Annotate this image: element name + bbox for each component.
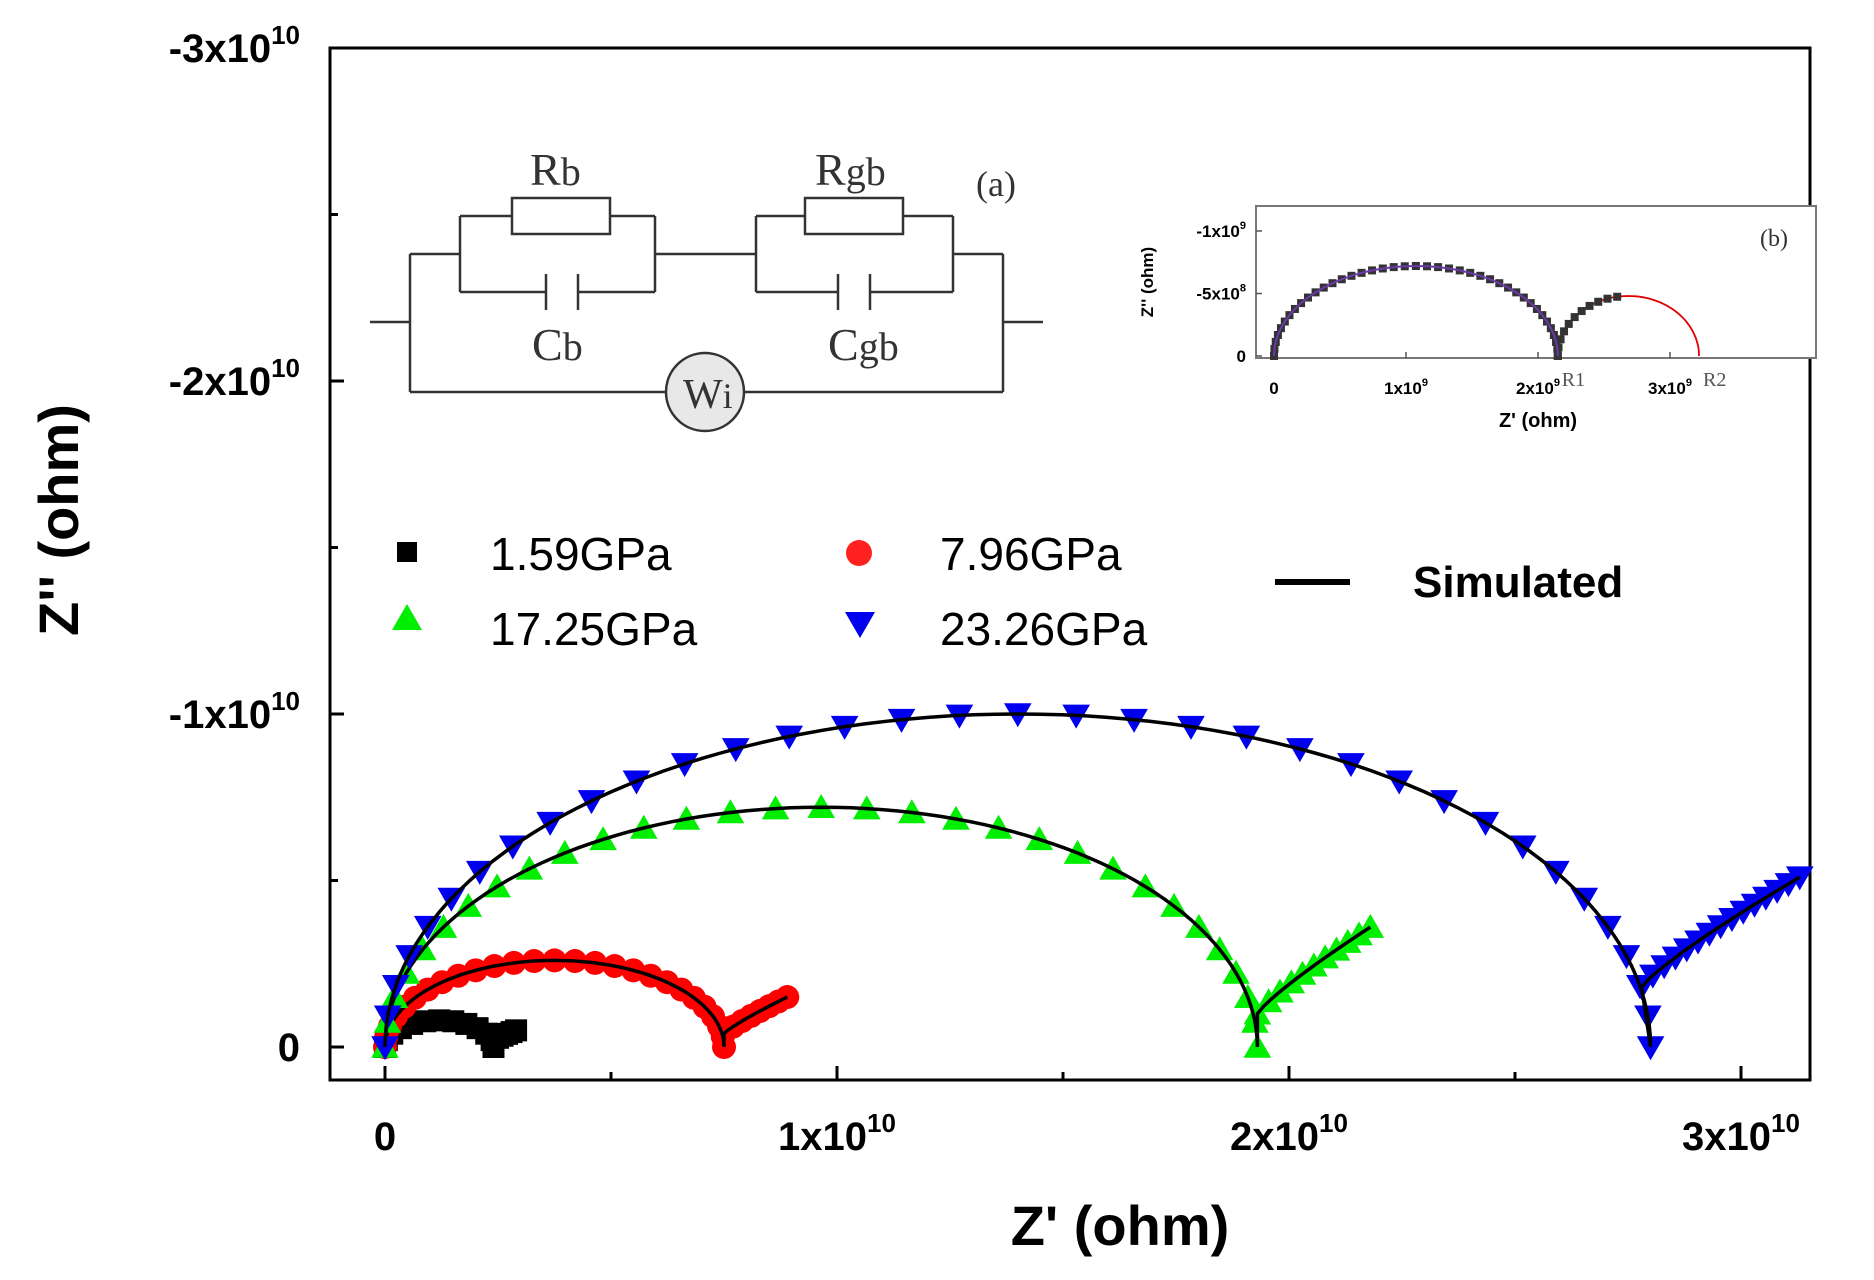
label-c-bulk: Cb: [532, 319, 583, 370]
inset-panel-label: (b): [1760, 226, 1788, 252]
y-tick-label: -1x1010: [169, 686, 300, 737]
legend-marker-circle: [846, 540, 872, 566]
inset-data-point: [1594, 297, 1603, 306]
inset-y-axis-title: Z'' (ohm): [1138, 247, 1157, 317]
legend-marker-triangle-up: [392, 604, 422, 630]
inset-data-point: [1613, 292, 1622, 301]
y-tick-label: 0: [278, 1026, 300, 1070]
legend-label-simulated: Simulated: [1413, 558, 1623, 607]
x-axis-title: Z' (ohm): [1011, 1194, 1230, 1257]
resistor-grain-boundary: [803, 196, 905, 236]
main-series-layer: [371, 703, 1814, 1061]
x-tick-label: 3x1010: [1682, 1108, 1800, 1159]
legend-label-1-59: 1.59GPa: [490, 528, 672, 580]
series-17.25GPa: [371, 794, 1385, 1058]
inset-x-axis-title: Z' (ohm): [1499, 410, 1577, 432]
main-plot-frame: [328, 46, 1812, 1082]
series-23.26GPa: [371, 703, 1814, 1061]
inset-data-point: [1570, 313, 1579, 322]
main-axis-ticks: 0 1x1010 2x1010 3x1010 0 -1x1010 -2x1010 -3x101…: [169, 20, 1800, 1159]
legend-label-17-25: 17.25GPa: [490, 603, 698, 655]
legend-marker-square: [397, 542, 417, 562]
inset-y-tick-label: -5x108: [1196, 283, 1246, 304]
circuit-panel-label: (a): [976, 164, 1016, 204]
inset-simulated-arc-1: [1273, 264, 1559, 357]
inset-data-point: [1556, 335, 1565, 344]
legend-label-7-96: 7.96GPa: [940, 528, 1122, 580]
resistor-bulk: [510, 196, 612, 236]
x-tick-label: 1x1010: [778, 1108, 896, 1159]
inset-data-point: [1554, 343, 1563, 352]
equivalent-circuit: [370, 196, 1043, 433]
label-c-gb: Cgb: [828, 319, 899, 370]
simulated-fit-line: [383, 805, 1372, 1048]
inset-y-tick-label: 0: [1237, 347, 1246, 366]
inset-data-point: [1577, 307, 1586, 316]
simulated-fit-line: [383, 958, 789, 1048]
data-point: [1636, 1036, 1665, 1061]
inset-data-point: [1585, 301, 1594, 310]
x-tick-label: 2x1010: [1230, 1108, 1348, 1159]
y-axis-title: Z'' (ohm): [27, 404, 90, 636]
inset-x-tick-label: 0: [1269, 379, 1278, 398]
inset-data-point: [1564, 319, 1573, 328]
y-tick-label: -2x1010: [169, 353, 300, 404]
inset-x-tick-label: 1x109: [1384, 377, 1428, 398]
label-r-gb: Rgb: [815, 144, 886, 195]
inset-plot: (b) Z' (ohm) Z'' (ohm) 0 1x109 2x109 3x1090…: [1138, 205, 1817, 432]
legend-marker-triangle-down: [845, 612, 875, 638]
x-tick-label: 0: [374, 1115, 396, 1159]
inset-axis-ticks: 0 1x109 2x109 3x109 0 -5x108 -1x109 R1 R2: [1196, 220, 1726, 398]
y-tick-label: -3x1010: [169, 20, 300, 71]
legend-label-23-26: 23.26GPa: [940, 603, 1148, 655]
label-r-bulk: Rb: [530, 144, 581, 195]
inset-frame: [1255, 205, 1817, 359]
label-warburg: Wi: [683, 372, 733, 418]
simulated-fit-line: [383, 712, 1801, 1048]
legend: 1.59GPa 7.96GPa 17.25GPa 23.26GPa Simula…: [392, 528, 1623, 655]
inset-annotation-r2: R2: [1703, 369, 1726, 391]
series-7.96GPa: [373, 948, 800, 1059]
inset-y-tick-label: -1x109: [1196, 220, 1246, 241]
inset-annotation-r1: R1: [1562, 369, 1585, 391]
data-point: [371, 1036, 399, 1061]
inset-x-tick-label: 2x109: [1516, 377, 1560, 398]
inset-series-layer: [1270, 262, 1700, 360]
inset-data-point: [1603, 294, 1612, 303]
inset-data-point: [1560, 327, 1569, 336]
circuit-labels: Rb Cb Rgb Cgb Wi (a): [530, 144, 1016, 418]
inset-x-tick-label: 3x109: [1648, 377, 1692, 398]
